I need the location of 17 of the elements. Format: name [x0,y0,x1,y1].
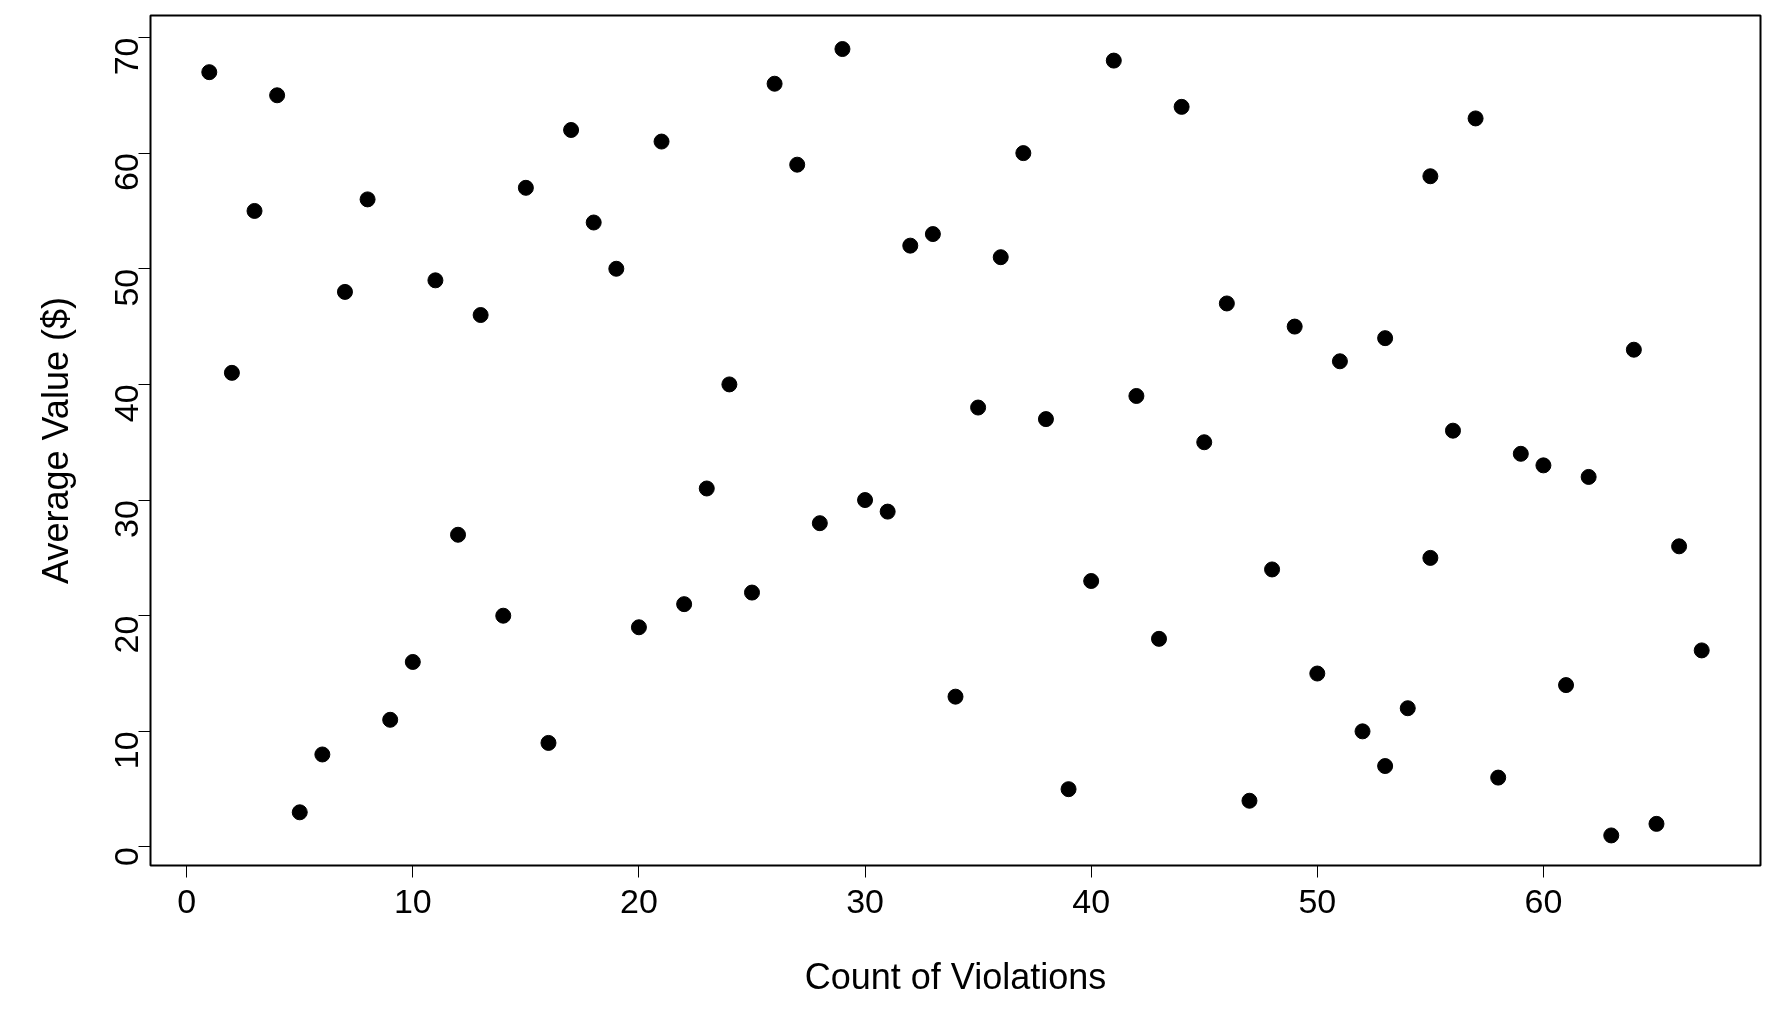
x-axis-title: Count of Violations [804,955,1107,997]
y-tick-label: 60 [107,153,145,191]
x-tick-label: 10 [393,881,432,920]
y-axis-title: Average Value ($) [34,297,76,584]
y-tick-label: 40 [107,384,145,423]
x-tick-label: 40 [1072,881,1111,920]
y-tick-label: 0 [107,846,145,866]
y-tick-label: 70 [107,37,145,76]
x-tick-label: 20 [620,881,658,920]
x-tick-label: 50 [1298,881,1337,920]
y-tick-label: 10 [107,731,145,770]
y-tick-label: 20 [107,615,145,654]
x-tick-label: 0 [177,881,197,920]
y-tick-label: 50 [107,268,145,307]
y-tick-label: 30 [107,500,145,538]
x-tick-label: 30 [846,881,884,920]
x-tick-label: 60 [1524,881,1563,920]
